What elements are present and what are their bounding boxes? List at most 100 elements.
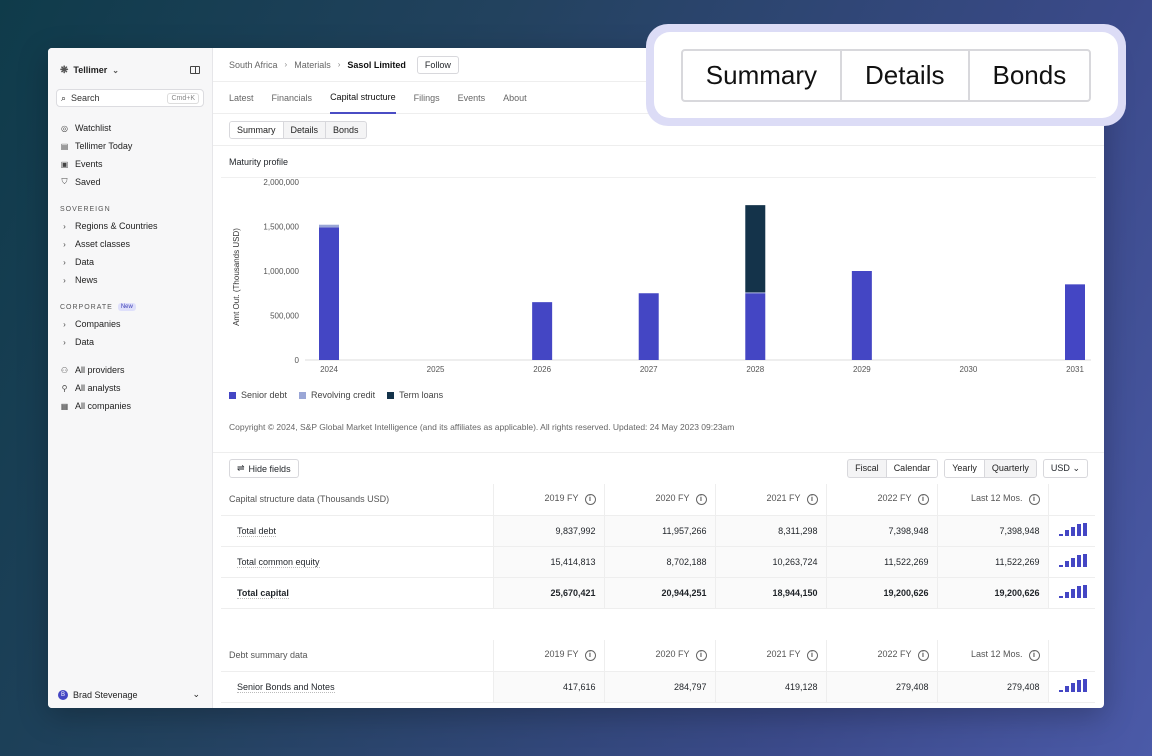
tab-latest[interactable]: Latest: [229, 92, 254, 103]
breadcrumb-company: Sasol Limited: [347, 59, 406, 70]
sidebar-item-label: Asset classes: [75, 239, 131, 249]
info-icon[interactable]: i: [917, 494, 929, 506]
column-label: 2019 FY: [544, 493, 579, 504]
sidebar-item-all-providers[interactable]: ⚇ All providers: [48, 361, 212, 379]
table-cell: 419,128: [714, 671, 826, 703]
table-row[interactable]: Senior Bonds and Notes 417,616 284,797 4…: [221, 671, 1095, 703]
subtab-summary[interactable]: Summary: [230, 122, 283, 138]
sidebar-item-label: All companies: [75, 401, 132, 411]
legend-term-loans[interactable]: Term loans: [387, 390, 443, 400]
sidebar-item-label: Regions & Countries: [75, 221, 158, 231]
sidebar-item-events[interactable]: ▣ Events: [48, 155, 212, 173]
info-icon[interactable]: i: [806, 494, 818, 506]
info-icon[interactable]: i: [917, 650, 929, 662]
hide-fields-button[interactable]: ⇌ Hide fields: [229, 459, 299, 478]
person-icon: ⚲: [61, 383, 68, 393]
tab-capital-structure[interactable]: Capital structure: [330, 82, 396, 114]
table-cell: 417,616: [492, 671, 604, 703]
sidebar-item-corporate-data[interactable]: › Data: [48, 333, 212, 351]
info-icon[interactable]: i: [695, 650, 707, 662]
table-row[interactable]: Total debt 9,837,992 11,957,266 8,311,29…: [221, 515, 1095, 547]
tab-events[interactable]: Events: [457, 92, 486, 103]
table-cell: 279,408: [936, 671, 1048, 703]
info-icon[interactable]: i: [1028, 494, 1040, 506]
row-label: Total common equity: [221, 546, 493, 578]
legend-revolving-credit[interactable]: Revolving credit: [299, 390, 375, 400]
sidebar-item-asset-classes[interactable]: › Asset classes: [48, 235, 212, 253]
info-icon[interactable]: i: [695, 494, 707, 506]
row-label: Senior Bonds and Notes: [221, 671, 493, 703]
table-cell: 7,398,948: [936, 515, 1048, 547]
column-label: 2020 FY: [655, 649, 690, 660]
info-icon[interactable]: i: [1028, 650, 1040, 662]
sidebar-item-watchlist[interactable]: ◎ Watchlist: [48, 119, 212, 137]
legend-swatch: [299, 391, 307, 399]
search-shortcut: Cmd+K: [167, 92, 199, 104]
chevron-right-icon: ›: [337, 60, 341, 69]
toggle-quarterly[interactable]: Quarterly: [983, 460, 1036, 477]
table-cell: 11,957,266: [603, 515, 715, 547]
sidebar-item-saved[interactable]: ⛉ Saved: [48, 173, 212, 191]
user-menu[interactable]: B Brad Stevenage ⌄: [58, 689, 200, 700]
chevron-right-icon: ›: [63, 239, 66, 249]
x-tick-label: 2024: [320, 365, 338, 374]
row-label-text: Total capital: [237, 587, 289, 599]
app-window: ❋ Tellimer ⌄ ⌕ Search Cmd+K ◎ Watchlist ▤…: [48, 48, 1104, 708]
sidebar-item-sovereign-data[interactable]: › Data: [48, 253, 212, 271]
x-tick-label: 2026: [533, 365, 551, 374]
tab-filings[interactable]: Filings: [413, 92, 440, 103]
row-label: Total debt: [221, 515, 493, 547]
toggle-yearly[interactable]: Yearly: [945, 460, 984, 477]
column-label: 2020 FY: [655, 493, 690, 504]
chevron-down-icon: ⌄: [1072, 463, 1080, 473]
y-tick-label: 1,000,000: [263, 267, 299, 276]
eye-icon: ◎: [61, 123, 68, 133]
y-tick-label: 500,000: [270, 312, 299, 321]
sidebar-item-all-companies[interactable]: ▦ All companies: [48, 397, 212, 415]
follow-button[interactable]: Follow: [416, 55, 459, 74]
bookmark-icon: ⛉: [61, 177, 68, 186]
legend-senior-debt[interactable]: Senior debt: [229, 390, 287, 400]
tab-financials[interactable]: Financials: [271, 92, 313, 103]
y-tick-label: 0: [295, 356, 300, 365]
column-header: 2020 FY i: [603, 640, 715, 672]
table-row[interactable]: Total common equity 15,414,813 8,702,188…: [221, 546, 1095, 578]
column-label: 2019 FY: [544, 649, 579, 660]
sidebar-item-tellimer-today[interactable]: ▤ Tellimer Today: [48, 137, 212, 155]
info-icon[interactable]: i: [806, 650, 818, 662]
subtab-bar: Summary Details Bonds: [213, 114, 1104, 146]
sidebar-toggle-icon[interactable]: [190, 66, 200, 74]
sparkline-icon: [1047, 515, 1095, 547]
sidebar-item-news[interactable]: › News: [48, 271, 212, 289]
subtab-details[interactable]: Details: [282, 122, 326, 138]
maturity-chart: 0 500,000 1,000,000 1,500,000 2,000,000 Amt O…: [232, 178, 1091, 374]
currency-select[interactable]: USD ⌄: [1042, 459, 1088, 478]
column-label: Last 12 Mos.: [970, 493, 1023, 504]
chevron-right-icon: ›: [63, 319, 66, 329]
workspace-switcher[interactable]: ❋ Tellimer ⌄: [60, 65, 119, 76]
zoom-details-tab: Details: [840, 50, 967, 100]
column-header: 2019 FY i: [492, 484, 604, 516]
sidebar-item-regions[interactable]: › Regions & Countries: [48, 217, 212, 235]
table-row[interactable]: Total capital 25,670,421 20,944,251 18,9…: [221, 577, 1095, 609]
breadcrumb-country[interactable]: South Africa: [229, 59, 278, 70]
search-input[interactable]: ⌕ Search Cmd+K: [56, 89, 204, 107]
column-label: 2021 FY: [766, 493, 801, 504]
toggle-calendar[interactable]: Calendar: [885, 460, 938, 477]
legend-label: Term loans: [399, 390, 444, 400]
sidebar-item-all-analysts[interactable]: ⚲ All analysts: [48, 379, 212, 397]
breadcrumb-sector[interactable]: Materials: [294, 59, 331, 70]
sidebar-item-companies[interactable]: › Companies: [48, 315, 212, 333]
x-tick-label: 2027: [640, 365, 658, 374]
subtab-bonds[interactable]: Bonds: [325, 122, 366, 138]
info-icon[interactable]: i: [584, 494, 596, 506]
toggle-fiscal[interactable]: Fiscal: [855, 463, 879, 473]
table-toolbar: ⇌ Hide fields Fiscal Calendar Yearly Qua…: [213, 452, 1104, 484]
chart-legend: Senior debt Revolving credit Term loans: [229, 390, 443, 400]
tab-about[interactable]: About: [503, 92, 527, 103]
frequency-toggle: Yearly Quarterly: [944, 459, 1037, 478]
column-header: 2021 FY i: [714, 640, 826, 672]
spark-column-header: [1047, 640, 1095, 672]
info-icon[interactable]: i: [584, 650, 596, 662]
table-cell: 25,670,421: [492, 577, 604, 609]
